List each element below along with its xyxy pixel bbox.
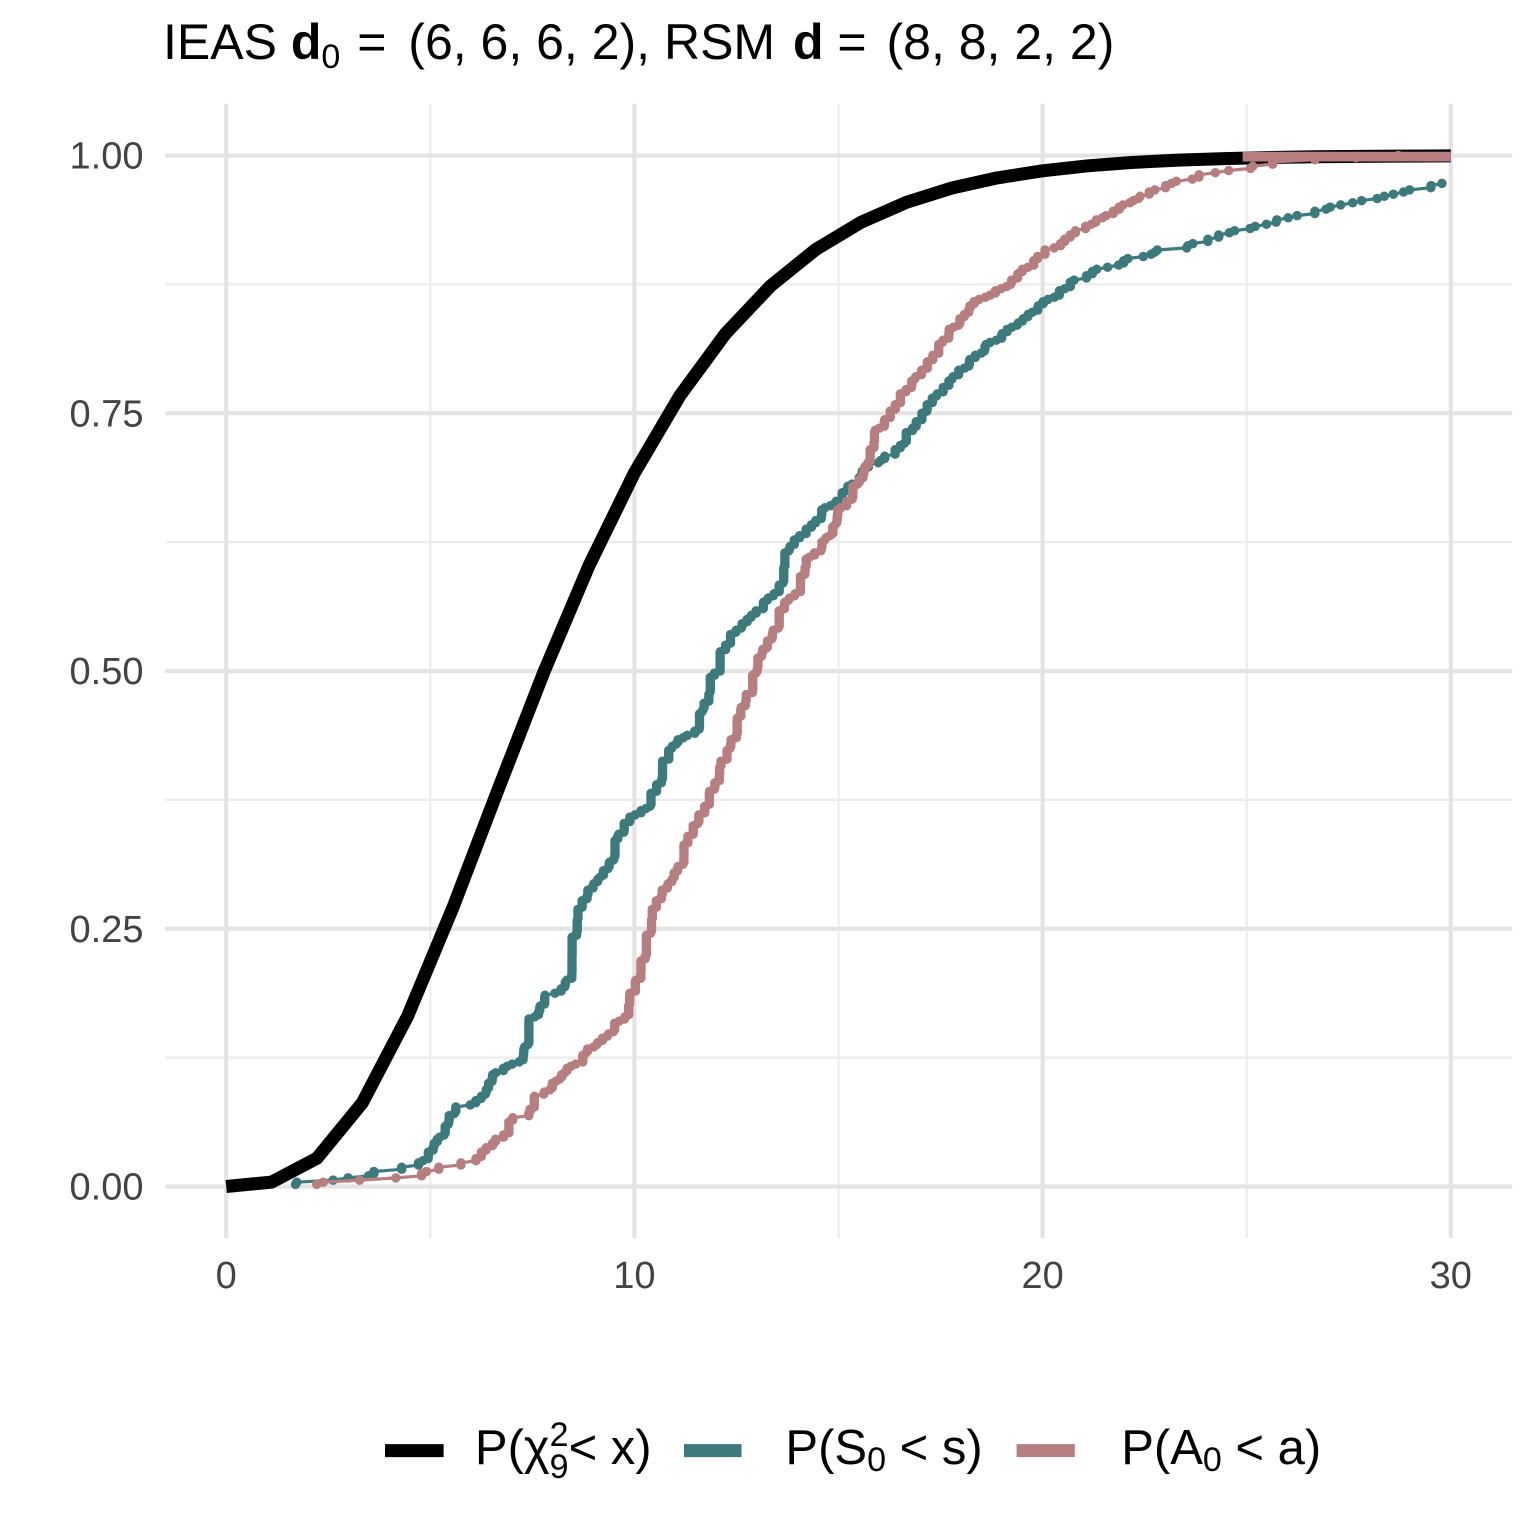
svg-text:10: 10 xyxy=(613,1255,655,1297)
svg-text:1.00: 1.00 xyxy=(70,136,144,178)
svg-text:0.75: 0.75 xyxy=(70,393,144,435)
svg-text:30: 30 xyxy=(1430,1255,1472,1297)
svg-text:P(A0 < a): P(A0 < a) xyxy=(1121,1421,1321,1479)
svg-text:0: 0 xyxy=(216,1255,237,1297)
svg-text:20: 20 xyxy=(1021,1255,1063,1297)
svg-text:0.00: 0.00 xyxy=(70,1167,144,1209)
svg-text:P(χ29< x): P(χ2 9< x) xyxy=(475,1416,652,1486)
svg-text:0.25: 0.25 xyxy=(70,909,144,951)
svg-text:IEAS d0 = (6, 6, 6, 2), RSM d: IEAS d0 = (6, 6, 6, 2), RSM d = (8, 8, 2… xyxy=(163,14,1114,76)
svg-text:0.50: 0.50 xyxy=(70,651,144,693)
